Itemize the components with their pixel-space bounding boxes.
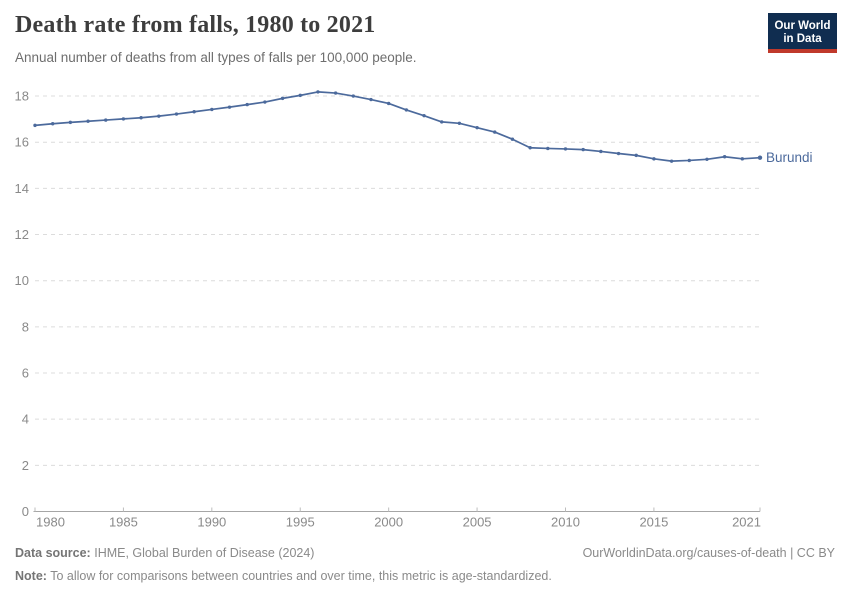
data-point	[333, 91, 338, 95]
data-point	[316, 90, 320, 94]
data-point	[227, 105, 232, 109]
data-line	[34, 91, 761, 162]
logo-text-line1: Our World	[774, 20, 831, 32]
data-point	[475, 125, 479, 130]
y-axis-tick-label: 18	[15, 89, 29, 104]
data-point	[634, 153, 638, 158]
data-point	[33, 123, 37, 128]
x-axis-tick-label: 2010	[551, 515, 580, 530]
x-axis-tick-label: 2021	[732, 515, 761, 530]
data-point	[652, 157, 656, 161]
data-point	[669, 159, 674, 163]
page-title: Death rate from falls, 1980 to 2021	[15, 12, 376, 38]
data-point	[457, 121, 462, 125]
chart-subtitle: Annual number of deaths from all types o…	[15, 50, 417, 65]
data-point	[563, 147, 568, 151]
data-point	[139, 116, 143, 120]
x-axis-tick-label: 2000	[374, 515, 403, 530]
data-point	[705, 157, 709, 161]
data-point	[174, 112, 179, 116]
data-point	[192, 110, 196, 114]
data-point	[422, 113, 426, 118]
data-point	[263, 100, 267, 104]
y-axis-tick-label: 8	[22, 319, 29, 334]
data-point	[121, 117, 126, 121]
x-axis-tick-label: 2005	[463, 515, 492, 530]
x-axis-tick-label: 1985	[109, 515, 138, 530]
data-point	[687, 158, 691, 163]
y-axis-tick-label: 14	[15, 181, 29, 196]
x-axis-tick-label: 2015	[639, 515, 668, 530]
y-axis-tick-label: 2	[22, 458, 29, 473]
data-point	[740, 157, 745, 161]
data-point	[351, 94, 355, 98]
y-axis-tick-label: 12	[15, 227, 29, 242]
data-point	[86, 119, 90, 123]
data-point	[404, 108, 409, 112]
logo-text-line2: in Data	[783, 33, 822, 45]
owid-logo: Our World in Data	[768, 13, 837, 53]
series-label-burundi[interactable]: Burundi	[766, 150, 813, 165]
data-source-label: Data source:	[15, 546, 91, 560]
x-axis-tick-label: 1995	[286, 515, 315, 530]
logo-red-stripe	[768, 49, 837, 53]
credit-link[interactable]: OurWorldinData.org/causes-of-death | CC …	[582, 546, 835, 560]
data-point	[68, 120, 73, 125]
data-point	[493, 130, 497, 134]
data-point	[280, 96, 285, 101]
x-axis-tick-label: 1990	[197, 515, 226, 530]
data-point	[245, 102, 249, 107]
data-point	[757, 155, 763, 160]
data-point	[440, 120, 444, 124]
data-point	[369, 97, 373, 102]
note-label: Note:	[15, 569, 47, 583]
data-point	[546, 146, 550, 151]
y-axis-tick-label: 16	[15, 135, 29, 150]
data-point	[298, 93, 302, 98]
data-point	[104, 118, 108, 122]
chart-note: Note: To allow for comparisons between c…	[15, 569, 552, 583]
y-axis-tick-label: 4	[22, 412, 29, 427]
data-point	[210, 107, 214, 112]
data-point	[722, 155, 727, 159]
line-chart-plot: 0 2 4 6 8 10 12 14 16 18 1980 1985 1990 1995 2000 2005 2…	[15, 89, 813, 530]
data-point	[599, 149, 603, 154]
data-point	[616, 151, 621, 156]
y-axis-tick-label: 10	[15, 273, 29, 288]
data-point	[528, 146, 532, 150]
data-point	[581, 147, 585, 152]
data-point	[157, 114, 161, 118]
x-axis-tick-label: 1980	[36, 515, 65, 530]
data-point	[50, 122, 55, 126]
data-point	[510, 137, 515, 141]
y-axis-tick-label: 6	[22, 366, 29, 381]
y-axis-tick-label: 0	[22, 504, 29, 519]
data-source-text: Data source: IHME, Global Burden of Dise…	[15, 546, 315, 560]
data-point	[386, 101, 391, 106]
